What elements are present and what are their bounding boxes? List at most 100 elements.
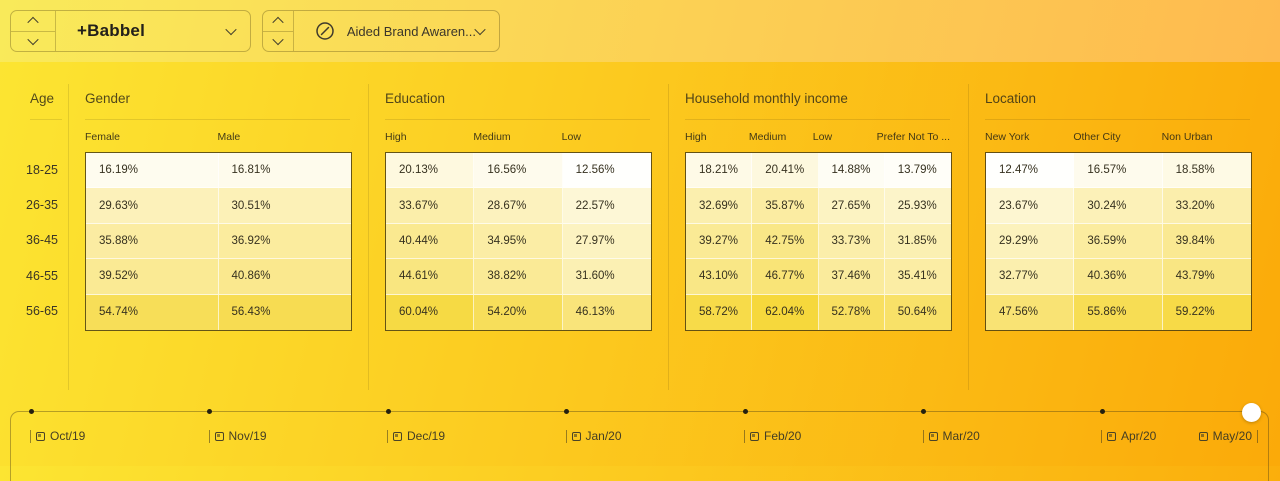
column-header: Low	[561, 131, 581, 143]
timeline-month: Dec/19	[407, 429, 446, 443]
metric-step-down-button[interactable]	[263, 32, 293, 52]
table-cell: 25.93%	[884, 188, 951, 224]
column-header: Female	[85, 131, 121, 143]
timeline-dot[interactable]	[385, 409, 391, 414]
timeline-label-oct-19[interactable]: Oct/19	[30, 429, 85, 443]
chevron-down-icon	[27, 34, 39, 46]
column-header: High	[385, 131, 407, 143]
brand-logo: +Babbel	[77, 21, 146, 40]
column-header: Prefer Not To ...	[876, 131, 950, 143]
column-header: Medium	[473, 131, 511, 143]
timeline-month: Oct/19	[50, 429, 86, 443]
timeline-label-nov-19[interactable]: Nov/19	[208, 429, 267, 443]
table-cell: 13.79%	[884, 153, 951, 189]
column-header: Other City	[1073, 131, 1121, 143]
table-cell: 37.46%	[818, 259, 885, 295]
chevron-up-icon	[27, 16, 39, 28]
brand-selector: +Babbel	[10, 10, 251, 52]
metric-selector: Aided Brand Awaren...	[262, 10, 500, 52]
table-cell: 39.52%	[86, 259, 219, 295]
timeline-label-feb-20[interactable]: Feb/20	[744, 429, 801, 443]
table-cell: 16.81%	[218, 153, 351, 189]
table-cell: 47.56%	[986, 294, 1075, 330]
timeline-month: May/20	[1212, 429, 1252, 443]
table-cell: 43.79%	[1162, 259, 1251, 295]
timeline-dot[interactable]	[564, 409, 569, 414]
table-cell: 18.58%	[1162, 153, 1251, 189]
calendar-icon	[393, 431, 402, 441]
timeline-label-apr-20[interactable]: Apr/20	[1101, 429, 1156, 443]
timeline-month: Nov/19	[228, 429, 267, 443]
age-group-label: 26-35	[26, 198, 58, 213]
timeline-label-mar-20[interactable]: Mar/20	[922, 429, 980, 443]
brand-step-up-button[interactable]	[11, 11, 55, 32]
trend-circle-icon	[315, 21, 335, 41]
table-cell: 33.20%	[1162, 188, 1251, 224]
timeline-label-jan-20[interactable]: Jan/20	[565, 429, 622, 443]
timeline-month: Mar/20	[942, 429, 980, 443]
table-cell: 39.84%	[1162, 223, 1251, 260]
column-header: Male	[217, 131, 241, 143]
divider	[985, 119, 1250, 120]
timeline-handle[interactable]	[1242, 403, 1261, 422]
top-bar: +Babbel Aided Brand Awaren...	[0, 0, 1280, 62]
heatmap-table: 16.19% 16.81% 29.63% 30.51% 35.88% 36.92% 39.5…	[85, 152, 352, 331]
table-cell: 20.13%	[386, 153, 475, 189]
age-column-title: Age	[30, 91, 55, 106]
chevron-down-icon	[474, 23, 486, 36]
brand-dropdown[interactable]: +Babbel	[56, 11, 250, 51]
metric-step-up-button[interactable]	[263, 11, 293, 32]
table-cell: 29.29%	[986, 223, 1075, 260]
table-cell: 62.04%	[752, 294, 819, 330]
table-cell: 55.86%	[1074, 294, 1163, 330]
table-cell: 27.65%	[818, 188, 885, 224]
metric-stepper	[263, 11, 294, 51]
timeline-dot[interactable]	[921, 409, 926, 414]
section-title: Gender	[85, 91, 131, 106]
timeline-dot[interactable]	[28, 409, 34, 414]
table-cell: 16.19%	[86, 153, 219, 189]
table-cell: 46.77%	[752, 259, 819, 295]
table-cell: 40.86%	[218, 259, 351, 295]
timeline-dot[interactable]	[742, 409, 748, 414]
metric-dropdown[interactable]: Aided Brand Awaren...	[294, 11, 499, 51]
table-cell: 32.69%	[686, 188, 753, 224]
table-cell: 54.20%	[474, 294, 563, 330]
timeline-month: Apr/20	[1121, 429, 1157, 443]
table-cell: 22.57%	[562, 188, 651, 224]
demographic-section: Household monthly income High Medium Low Pre…	[685, 84, 952, 331]
table-cell: 44.61%	[386, 259, 475, 295]
chevron-down-icon	[272, 34, 284, 46]
tick-mark	[1101, 429, 1102, 443]
table-cell: 58.72%	[686, 294, 753, 330]
section-title: Education	[385, 91, 446, 106]
age-column: Age 18-25 26-35 36-45 46-55 56-65	[20, 84, 64, 318]
table-cell: 46.13%	[562, 294, 651, 330]
divider	[85, 119, 350, 120]
timeline-label-may-20[interactable]: May/20	[1198, 429, 1258, 443]
table-cell: 35.88%	[86, 223, 219, 260]
table-cell: 16.56%	[474, 153, 563, 189]
timeline-label-dec-19[interactable]: Dec/19	[387, 429, 445, 443]
age-group-label: 36-45	[26, 233, 58, 248]
tick-mark	[565, 429, 567, 443]
table-cell: 18.21%	[686, 153, 753, 189]
brand-step-down-button[interactable]	[11, 32, 55, 52]
table-cell: 16.57%	[1074, 153, 1163, 189]
tick-mark	[744, 429, 745, 443]
timeline-track[interactable]	[10, 411, 1269, 481]
table-cell: 28.67%	[474, 188, 563, 224]
brand-stepper	[11, 11, 56, 51]
calendar-icon	[214, 431, 224, 441]
column-header: Non Urban	[1161, 131, 1213, 143]
demographic-section: Gender Female Male 16.19% 16.81% 29.63% 30.51%…	[85, 84, 352, 331]
calendar-icon	[1107, 431, 1116, 441]
table-cell: 43.10%	[686, 259, 753, 295]
table-cell: 40.44%	[386, 223, 475, 260]
table-cell: 12.56%	[562, 153, 651, 189]
timeline-dot[interactable]	[1099, 409, 1105, 414]
section-divider	[368, 84, 369, 390]
timeline-dot[interactable]	[207, 409, 212, 414]
table-cell: 42.75%	[752, 223, 819, 260]
table-cell: 52.78%	[818, 294, 885, 330]
